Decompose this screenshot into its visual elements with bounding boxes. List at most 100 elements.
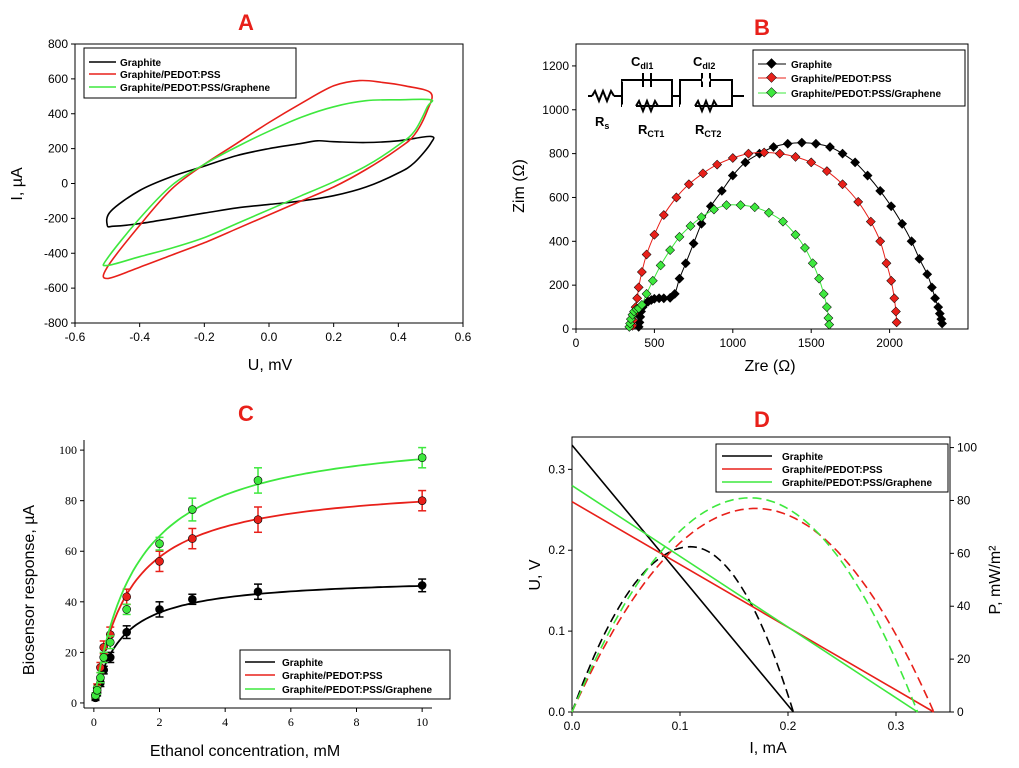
legend-label-a-0: Graphite <box>120 58 162 69</box>
y-tick-label: 0.1 <box>548 624 565 638</box>
data-point-pedot <box>122 592 131 602</box>
data-point-graphite <box>122 627 131 637</box>
x-tick-label: 0 <box>91 715 97 729</box>
x-tick-label: 2 <box>157 715 163 729</box>
data-point-pedot <box>822 166 832 177</box>
panel-letter-c: C <box>238 401 254 426</box>
y2-tick-label: 100 <box>957 441 977 455</box>
data-point-graphene <box>647 275 658 286</box>
x-tick-label: 2000 <box>876 336 903 350</box>
y-tick-label: 60 <box>65 544 77 558</box>
data-point-graphene <box>696 212 707 223</box>
data-point-graphite <box>875 186 886 196</box>
data-point-graphene <box>417 453 427 462</box>
data-point-pedot <box>853 196 864 207</box>
y-axis-label-d: U, V <box>527 559 544 590</box>
data-point-graphene <box>253 476 263 485</box>
data-point-graphite <box>768 142 779 152</box>
y-axis-label-b: Zim (Ω) <box>511 159 528 213</box>
panel-a: A -0.6 -0.4 -0.2 0.0 0.2 0.4 0.6 -800 -600 -400 -2… <box>9 10 472 374</box>
y-tick-label: 0 <box>71 696 77 710</box>
data-point-pedot <box>698 168 708 179</box>
x-tick-label: 0.2 <box>780 719 797 733</box>
data-point-pedot <box>632 293 643 304</box>
y-tick-label: 40 <box>65 595 77 609</box>
data-point-graphene <box>818 289 829 299</box>
data-point-graphene <box>92 686 102 695</box>
x-tick-label: 0.0 <box>564 719 581 733</box>
data-point-pedot <box>155 557 164 566</box>
data-point-graphene <box>814 273 824 284</box>
data-point-graphite <box>937 318 947 329</box>
data-point-pedot <box>671 192 682 203</box>
legend-label-c-1: Graphite/PEDOT:PSS <box>282 671 383 682</box>
y2-tick-label: 20 <box>957 652 971 666</box>
data-point-graphene <box>735 200 746 211</box>
panel-d: D 0.0 0.1 0.2 0.3 0.0 0.1 0.2 0.3 0 20 40 60 80 100 I… <box>527 407 1004 757</box>
data-point-graphene <box>721 200 732 211</box>
data-point-graphite <box>850 157 860 168</box>
series-group-a <box>102 79 435 280</box>
y-tick-label: 0.0 <box>548 705 565 719</box>
x-tick-label: -0.6 <box>65 330 86 344</box>
y2-tick-label: 80 <box>957 493 971 507</box>
data-point-graphite <box>669 289 680 299</box>
panel-letter-b: B <box>754 15 770 40</box>
polarization-line-graphene <box>571 484 919 713</box>
circuit-label-cdl2: Cdl2 <box>693 54 715 71</box>
legend-label-d-1: Graphite/PEDOT:PSS <box>782 465 883 476</box>
data-point-graphene <box>807 258 818 269</box>
data-point-graphene <box>749 202 760 213</box>
y2-axis-label-d: P, mW/m² <box>987 545 1004 615</box>
data-point-pedot <box>188 534 197 543</box>
data-point-pedot <box>875 236 886 247</box>
data-point-graphite <box>696 218 707 229</box>
axis-ticks-b: 0 500 1000 1500 2000 0 200 400 600 800 1000 1200 <box>542 59 903 350</box>
data-point-graphite <box>680 258 691 269</box>
data-point-graphene <box>655 260 666 271</box>
x-axis-label-b: Zre (Ω) <box>744 358 795 375</box>
polarization-line-graphite <box>571 444 795 713</box>
legend-label-b-1: Graphite/PEDOT:PSS <box>791 74 892 85</box>
y-tick-label: 80 <box>65 494 77 508</box>
data-point-graphene <box>685 221 696 231</box>
data-point-graphite <box>862 170 873 181</box>
legend-marker-b-1 <box>766 72 777 83</box>
data-point-graphite <box>886 201 897 212</box>
data-point-graphite <box>740 157 751 168</box>
axis-ticks-a: -0.6 -0.4 -0.2 0.0 0.2 0.4 0.6 -800 -600 -400 -200… <box>44 37 472 344</box>
data-point-graphite <box>914 253 925 264</box>
data-point-graphene <box>155 539 164 548</box>
data-point-pedot <box>774 148 785 159</box>
data-point-graphene <box>637 299 647 310</box>
data-point-graphite <box>155 605 164 614</box>
y2-tick-label: 40 <box>957 599 971 613</box>
y-tick-label: 400 <box>549 234 569 248</box>
data-point-graphite <box>933 302 944 312</box>
x-tick-label: 1000 <box>719 336 746 350</box>
fit-line-graphene <box>93 458 423 697</box>
data-point-graphene <box>709 204 719 215</box>
data-point-graphite <box>930 293 940 304</box>
x-axis-label-a: U, mV <box>248 357 293 374</box>
x-axis-label-c: Ethanol concentration, mM <box>150 743 340 760</box>
x-tick-label: 10 <box>416 715 428 729</box>
x-tick-label: 0 <box>573 336 580 350</box>
series-group-d <box>571 444 935 713</box>
x-tick-label: 500 <box>644 336 664 350</box>
y-tick-label: -400 <box>44 246 68 260</box>
circuit-label-rct1: RCT1 <box>638 122 664 139</box>
panel-letter-d: D <box>754 407 770 432</box>
data-point-graphene <box>800 243 810 253</box>
legend-a: Graphite Graphite/PEDOT:PSS Graphite/PED… <box>83 47 297 99</box>
fit-line-pedot <box>93 500 423 697</box>
data-point-pedot <box>636 267 647 277</box>
data-point-graphite <box>825 142 835 152</box>
legend-d: Graphite Graphite/PEDOT:PSS Graphite/PED… <box>715 443 949 493</box>
legend-box-a <box>83 47 297 99</box>
series-line-graphite <box>105 135 435 228</box>
data-point-graphite <box>906 236 917 247</box>
resistor-rs-icon <box>591 90 615 102</box>
